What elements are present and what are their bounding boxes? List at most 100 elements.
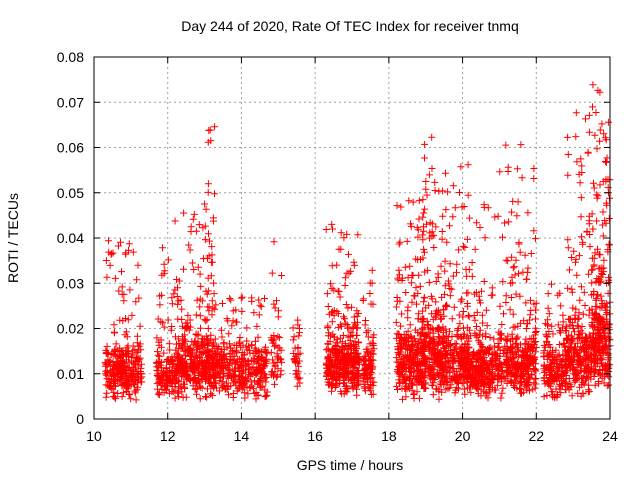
data-point xyxy=(193,296,201,304)
data-point xyxy=(601,134,609,142)
data-point xyxy=(189,341,197,349)
data-point xyxy=(438,367,446,374)
data-point xyxy=(494,381,502,389)
data-point xyxy=(400,361,408,369)
data-point xyxy=(225,330,233,338)
data-point xyxy=(500,375,508,382)
data-point xyxy=(322,226,330,233)
data-point xyxy=(395,340,403,347)
data-point xyxy=(129,380,137,388)
data-point xyxy=(136,322,144,330)
data-point xyxy=(119,317,127,325)
data-point xyxy=(407,360,415,368)
data-point xyxy=(425,301,433,309)
data-point xyxy=(424,266,432,274)
data-point xyxy=(171,217,179,225)
data-point xyxy=(201,236,209,244)
data-point xyxy=(215,343,223,351)
data-point xyxy=(430,231,438,239)
data-point xyxy=(328,284,336,292)
data-point xyxy=(581,356,589,363)
data-point xyxy=(110,321,118,329)
data-point xyxy=(164,256,172,264)
data-point xyxy=(446,384,454,392)
data-point xyxy=(203,341,211,349)
data-point xyxy=(420,245,428,253)
data-point xyxy=(577,213,585,221)
data-point xyxy=(364,327,372,335)
data-point xyxy=(421,368,429,375)
data-point xyxy=(586,243,594,251)
data-point xyxy=(223,385,231,393)
data-point xyxy=(486,370,494,378)
data-point xyxy=(207,272,215,280)
data-point xyxy=(333,308,341,316)
data-point xyxy=(491,357,499,365)
data-point xyxy=(431,187,439,194)
data-point xyxy=(179,393,187,401)
data-point xyxy=(545,381,553,389)
data-point xyxy=(423,191,431,199)
data-point xyxy=(532,360,540,368)
data-point xyxy=(196,270,204,278)
data-point xyxy=(438,315,446,323)
data-point xyxy=(575,353,583,361)
data-point xyxy=(605,276,613,284)
data-point xyxy=(404,274,412,282)
y-tick-label: 0.05 xyxy=(57,185,84,201)
data-point xyxy=(503,379,511,387)
data-point xyxy=(180,265,187,273)
data-point xyxy=(603,342,610,350)
data-point xyxy=(603,363,611,370)
data-point xyxy=(192,331,200,339)
data-point xyxy=(324,322,332,330)
data-point xyxy=(403,342,411,350)
data-point xyxy=(184,311,192,319)
data-point xyxy=(179,341,186,349)
data-point xyxy=(343,230,351,238)
data-point xyxy=(278,272,285,279)
data-point xyxy=(438,354,446,362)
data-point xyxy=(224,372,232,380)
data-point xyxy=(133,276,141,284)
data-point xyxy=(337,358,345,366)
data-point xyxy=(603,309,611,316)
data-point xyxy=(461,340,469,348)
data-point xyxy=(256,301,264,309)
data-point xyxy=(269,356,277,364)
data-point xyxy=(452,386,460,394)
data-point xyxy=(244,357,252,365)
data-point xyxy=(465,313,473,321)
data-point xyxy=(263,374,271,381)
data-point xyxy=(396,369,403,377)
data-point xyxy=(500,310,507,318)
data-point xyxy=(572,109,580,117)
data-point xyxy=(473,219,481,227)
data-point xyxy=(515,239,523,247)
data-point xyxy=(429,391,437,399)
data-point xyxy=(492,350,500,358)
data-point xyxy=(177,296,185,304)
data-point xyxy=(446,260,454,268)
data-point xyxy=(337,229,345,237)
data-point xyxy=(561,342,568,350)
data-point xyxy=(335,245,343,253)
data-point xyxy=(470,376,478,384)
y-tick-label: 0.07 xyxy=(57,94,84,110)
data-point xyxy=(480,201,488,209)
data-point xyxy=(580,288,588,296)
data-point xyxy=(498,389,506,397)
data-point xyxy=(584,337,592,345)
data-point xyxy=(232,306,240,314)
data-point xyxy=(229,317,237,325)
data-point xyxy=(574,389,582,397)
data-point xyxy=(442,378,450,385)
data-point xyxy=(522,345,529,353)
data-point xyxy=(206,380,214,388)
data-point xyxy=(125,240,133,248)
data-point xyxy=(220,382,228,390)
data-point xyxy=(468,259,476,266)
data-point xyxy=(599,177,607,185)
data-point xyxy=(328,318,336,326)
data-point xyxy=(439,306,447,314)
